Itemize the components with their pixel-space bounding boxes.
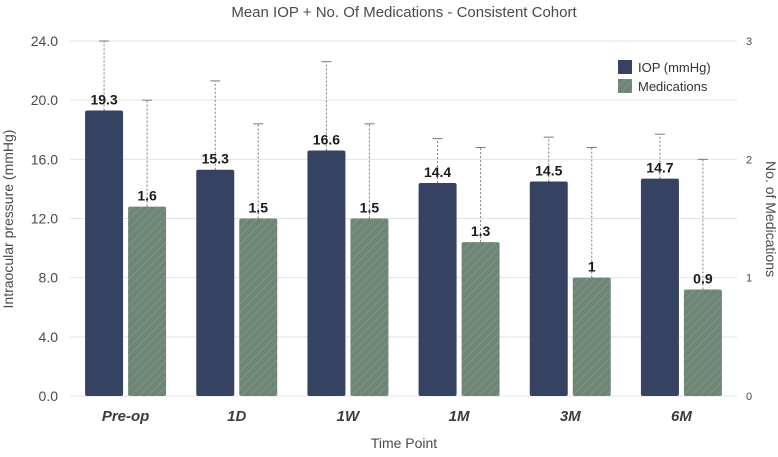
y-tick-label: 8.0	[39, 270, 59, 286]
y-tick-label: 0.0	[39, 388, 59, 404]
data-label-iop: 14.5	[535, 163, 562, 179]
x-tick-label: 1W	[337, 408, 361, 425]
y2-tick-label: 2	[746, 154, 752, 166]
bar-iop	[418, 183, 457, 396]
error-bars	[99, 40, 708, 290]
x-tick-label: 1D	[227, 408, 246, 425]
bar-medications	[683, 289, 722, 396]
gridlines	[70, 40, 737, 397]
x-tick-label: Pre-op	[102, 408, 150, 425]
y2-axis-title: No. of Medications	[763, 161, 778, 277]
y-tick-label: 12.0	[31, 211, 58, 227]
y2-tick-label: 3	[746, 36, 752, 48]
bar-iop	[529, 181, 568, 396]
bar-medications	[239, 218, 278, 396]
chart-title: Mean IOP + No. Of Medications - Consiste…	[231, 4, 577, 21]
bar-iop	[85, 110, 124, 396]
data-label-medications: 1.6	[137, 188, 157, 204]
data-label-medications: 0.9	[693, 271, 713, 287]
bar-iop	[196, 169, 235, 396]
y-tick-label: 20.0	[31, 92, 58, 108]
data-label-medications: 1.5	[249, 200, 269, 216]
bar-iop	[307, 150, 346, 396]
x-tick-label: 1M	[449, 408, 470, 425]
x-axis-title: Time Point	[371, 435, 438, 451]
data-label-iop: 14.7	[646, 160, 673, 176]
bar-medications	[461, 242, 500, 396]
data-label-medications: 1.5	[360, 200, 380, 216]
x-tick-label: 6M	[671, 408, 692, 425]
y2-tick-label: 1	[746, 273, 752, 285]
data-label-iop: 16.6	[313, 131, 340, 147]
data-label-iop: 14.4	[424, 164, 451, 180]
bar-iop	[640, 178, 679, 396]
data-labels: 19.3 1.6 15.3 1.5 16.6 1.5 14.4 1.3 14.5 1 14.7 0.9	[90, 92, 712, 287]
legend-label-iop: IOP (mmHg)	[638, 60, 711, 75]
bar-medications	[572, 277, 611, 396]
bars	[85, 110, 722, 396]
legend-swatch-iop	[618, 60, 632, 74]
data-label-medications: 1	[588, 259, 596, 275]
legend-label-medications: Medications	[638, 79, 708, 94]
y-axis-title: Intraocular pressure (mmHg)	[0, 130, 16, 309]
bar-medications	[128, 206, 167, 396]
y2-tick-label: 0	[746, 391, 752, 403]
data-label-iop: 19.3	[90, 92, 117, 108]
bar-medications	[350, 218, 389, 396]
y-tick-label: 16.0	[31, 151, 58, 167]
y-tick-label: 4.0	[39, 329, 59, 345]
legend-swatch-medications	[618, 79, 632, 93]
axes: 0.0 4.0 8.0 12.0 16.0 20.0 24.0 0 1 2 3 Pre-op 1D 1W 1…	[31, 33, 752, 425]
x-tick-label: 3M	[560, 408, 581, 425]
legend: IOP (mmHg) Medications	[618, 60, 711, 94]
y-tick-label: 24.0	[31, 33, 58, 49]
data-label-medications: 1.3	[471, 223, 491, 239]
data-label-iop: 15.3	[202, 151, 229, 167]
